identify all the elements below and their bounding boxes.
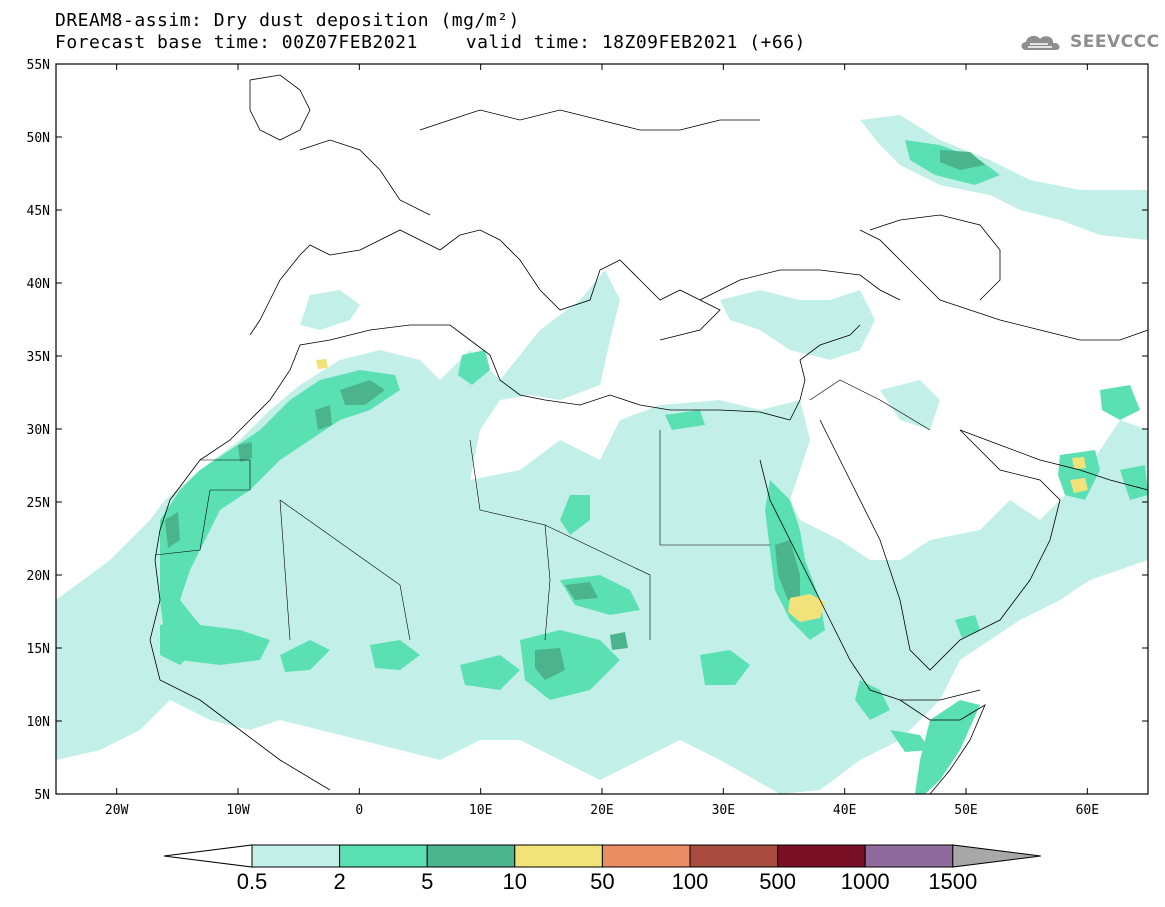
colorbar: 0.5 2 5 10 50 100 500 1000 1500 (163, 844, 1041, 894)
colorbar-label: 100 (672, 869, 709, 894)
lon-label: 0 (355, 803, 363, 818)
colorbar-over-arrow (952, 844, 1041, 868)
latitude-axis: 55N 50N 45N 40N 35N 30N 25N 20N 15N 10N 5N (27, 58, 1148, 803)
lat-label: 35N (27, 350, 50, 365)
colorbar-segment (689, 844, 779, 868)
lat-label: 45N (27, 204, 50, 219)
forecast-times: Forecast base time: 00Z07FEB2021 valid ti… (55, 32, 806, 53)
longitude-axis: 20W 10W 0 10E 20E 30E 40E 50E 60E (105, 64, 1099, 818)
colorbar-label: 1000 (841, 869, 890, 894)
lat-label: 40N (27, 277, 50, 292)
lon-label: 10E (469, 803, 492, 818)
dust-field (56, 115, 1148, 794)
lat-label: 15N (27, 642, 50, 657)
lon-label: 10W (226, 803, 250, 818)
colorbar-label: 10 (503, 869, 527, 894)
lat-label: 10N (27, 715, 50, 730)
colorbar-segment (251, 844, 341, 868)
seevccc-logo: SEEVCCC (1018, 30, 1160, 54)
colorbar-segment (514, 844, 603, 868)
lon-label: 40E (833, 803, 856, 818)
colorbar-label: 1500 (928, 869, 977, 894)
lon-label: 50E (954, 803, 977, 818)
colorbar-segment (864, 844, 954, 868)
lon-label: 20E (590, 803, 613, 818)
base-time: Forecast base time: 00Z07FEB2021 (55, 32, 418, 53)
colorbar-under-arrow (163, 844, 253, 868)
colorbar-segment (777, 844, 866, 868)
cloud-icon (1021, 35, 1060, 50)
lon-label: 30E (712, 803, 735, 818)
dust-level-10 (316, 359, 1088, 622)
lat-label: 20N (27, 569, 50, 584)
logo-text: SEEVCCC (1070, 32, 1160, 52)
colorbar-label: 50 (590, 869, 614, 894)
lat-label: 5N (34, 788, 50, 803)
colorbar-label: 500 (759, 869, 796, 894)
lat-label: 50N (27, 131, 50, 146)
colorbar-label: 2 (333, 869, 345, 894)
lat-label: 55N (27, 58, 50, 73)
map-title: DREAM8-assim: Dry dust deposition (mg/m²… (55, 10, 520, 31)
dust-level-5 (165, 150, 985, 680)
colorbar-segment (426, 844, 516, 868)
colorbar-label: 0.5 (237, 869, 268, 894)
valid-time: valid time: 18Z09FEB2021 (+66) (465, 32, 806, 53)
coastlines (149, 74, 1148, 794)
colorbar-label: 5 (421, 869, 433, 894)
colorbar-segment (601, 844, 691, 868)
lat-label: 25N (27, 496, 50, 511)
lon-label: 60E (1076, 803, 1099, 818)
country-borders (154, 379, 931, 641)
lat-label: 30N (27, 423, 50, 438)
lon-label: 20W (105, 803, 129, 818)
colorbar-segment (339, 844, 428, 868)
